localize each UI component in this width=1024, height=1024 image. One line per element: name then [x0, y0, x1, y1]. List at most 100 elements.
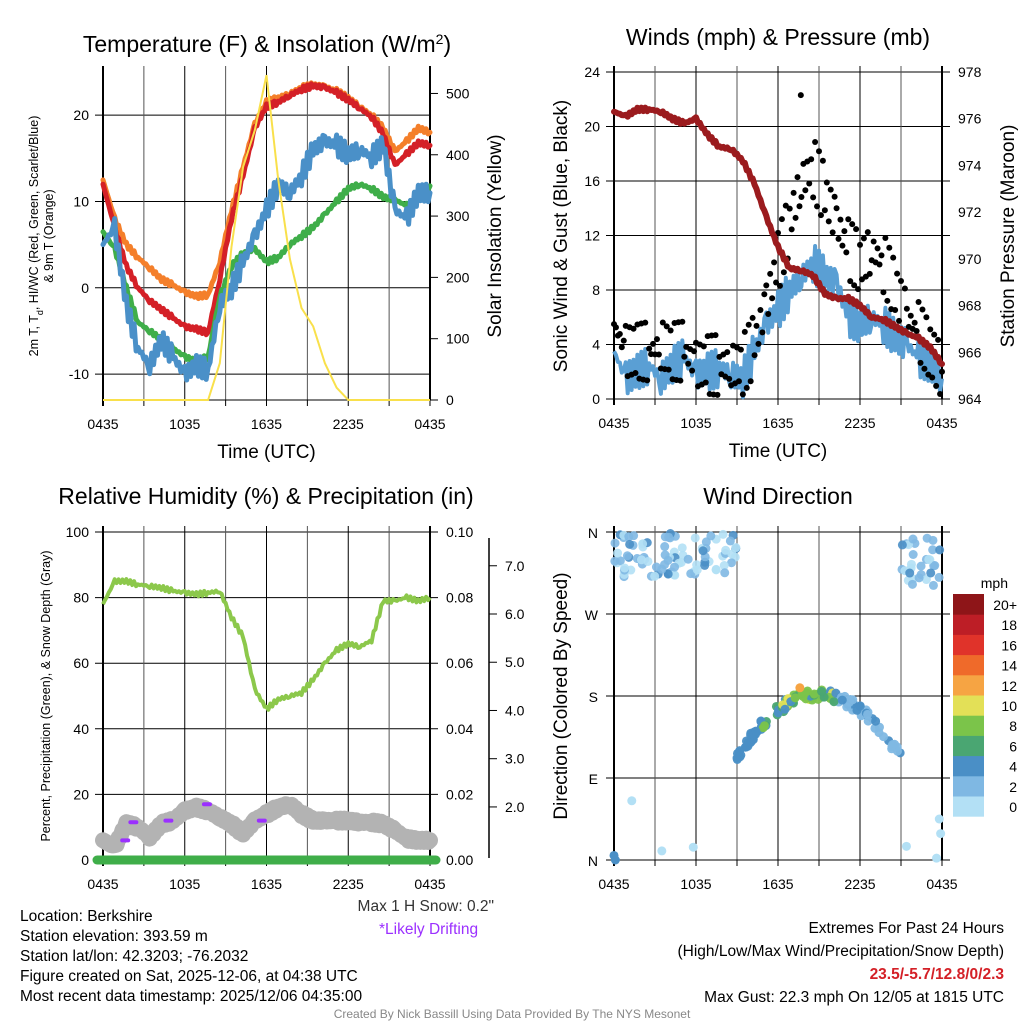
gust-point	[794, 174, 801, 181]
direction-point	[863, 716, 873, 726]
gust-point	[896, 317, 903, 324]
gust-point	[677, 377, 684, 384]
gust-point	[821, 207, 828, 214]
gust-point	[726, 375, 733, 382]
gust-point	[747, 378, 754, 385]
gust-point	[841, 228, 848, 235]
gust-point	[864, 229, 871, 236]
direction-point	[613, 548, 623, 558]
gust-point	[843, 249, 850, 256]
drifting-label: *Likely Drifting	[379, 921, 479, 938]
gust-point	[655, 351, 662, 358]
gust-point	[853, 226, 860, 233]
gust-point	[829, 229, 836, 236]
direction-point	[721, 545, 731, 555]
extremes-subtitle: (High/Low/Max Wind/Precipitation/Snow De…	[677, 943, 1005, 960]
x-tick-label: 2235	[333, 416, 364, 432]
colorbar-swatch	[953, 715, 984, 736]
x-tick-label: 0435	[598, 876, 629, 892]
title-close: )	[443, 31, 451, 57]
y2-tick-label: 978	[958, 64, 982, 80]
direction-point	[936, 829, 946, 839]
y-tick-label: 0	[81, 852, 89, 868]
y-tick-label: S	[589, 689, 598, 705]
direction-point	[690, 533, 700, 543]
gust-point	[812, 138, 819, 145]
gust-point	[855, 286, 862, 293]
direction-point	[928, 545, 938, 555]
gust-point	[620, 337, 627, 344]
direction-point	[852, 705, 862, 715]
gust-point	[763, 282, 770, 289]
y-tick-label: E	[589, 771, 598, 787]
gust-point	[817, 212, 824, 219]
direction-point	[615, 556, 625, 566]
gust-point	[650, 340, 657, 347]
y2-tick-label: 0.08	[446, 590, 473, 606]
y-tick-label: N	[588, 525, 598, 541]
gust-point	[890, 254, 897, 261]
gust-point	[935, 336, 942, 343]
series-station-pressure	[611, 104, 945, 367]
direction-point	[780, 704, 790, 714]
gust-point	[646, 345, 653, 352]
x-tick-label: 1035	[680, 876, 711, 892]
gust-point	[876, 261, 883, 268]
gust-point	[724, 349, 731, 356]
gust-point	[851, 282, 858, 289]
gust-point	[806, 180, 813, 187]
x-tick-label: 0435	[926, 415, 957, 431]
direction-point	[930, 561, 940, 571]
y-axis-label-line2: & 9m T (Orange)	[42, 189, 56, 282]
y-tick-label: 20	[73, 107, 89, 123]
direction-point	[928, 580, 938, 590]
direction-point	[663, 569, 673, 579]
gust-point	[823, 179, 830, 186]
y2-tick-label: 0.00	[446, 852, 473, 868]
x-tick-label: 1635	[251, 876, 282, 892]
gust-point	[882, 235, 889, 242]
gust-point	[847, 278, 854, 285]
x-tick-label: 2235	[844, 415, 875, 431]
gust-point	[901, 285, 908, 292]
direction-point	[719, 561, 729, 571]
direction-point	[887, 741, 897, 751]
y-tick-label: 8	[592, 282, 600, 298]
y3-tick-label: 5.0	[505, 654, 525, 670]
series-2m-t	[100, 81, 433, 338]
gust-point	[737, 346, 744, 353]
direction-point	[751, 726, 761, 736]
gust-point	[644, 377, 651, 384]
direction-point	[760, 721, 770, 731]
gust-point	[757, 306, 764, 313]
y2-tick-label: 0.02	[446, 786, 473, 802]
y2-tick-label: 974	[958, 157, 982, 173]
gust-point	[753, 322, 760, 329]
direction-point	[934, 814, 944, 824]
colorbar-swatch	[953, 695, 984, 716]
x-tick-label: 2235	[333, 876, 364, 892]
gust-point	[667, 327, 674, 334]
elevation-label: Station elevation: 393.59 m	[20, 928, 208, 945]
x-tick-label: 1635	[251, 416, 282, 432]
extremes-title: Extremes For Past 24 Hours	[808, 920, 1004, 937]
gust-point	[810, 194, 817, 201]
gust-point	[735, 378, 742, 385]
y3-tick-label: 3.0	[505, 751, 525, 767]
colorbar-label: 20+	[993, 597, 1017, 613]
max-gust-point	[797, 92, 804, 99]
direction-point	[677, 543, 687, 553]
x-axis-label: Time (UTC)	[217, 442, 316, 463]
y2-tick-label: 966	[958, 344, 982, 360]
direction-point	[726, 558, 736, 568]
gust-point	[886, 244, 893, 251]
gust-point	[616, 330, 623, 337]
direction-point	[934, 572, 944, 582]
y-tick-label: 40	[73, 721, 89, 737]
direction-point	[905, 568, 915, 578]
x-tick-label: 1035	[680, 415, 711, 431]
direction-point	[928, 535, 938, 545]
direction-point	[926, 568, 936, 578]
y2-tick-label: 0.04	[446, 721, 473, 737]
